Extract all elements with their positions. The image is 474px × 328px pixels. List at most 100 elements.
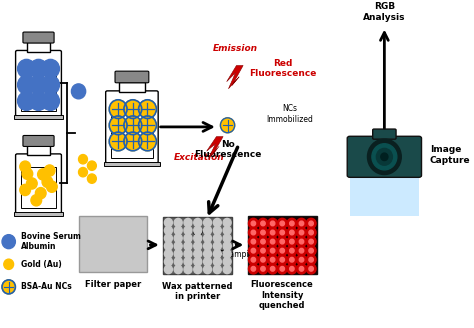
Ellipse shape bbox=[299, 239, 304, 244]
Text: Bovine Serum
Albumin: Bovine Serum Albumin bbox=[21, 232, 81, 251]
Ellipse shape bbox=[72, 84, 86, 99]
Ellipse shape bbox=[29, 75, 47, 94]
Ellipse shape bbox=[306, 264, 316, 274]
Ellipse shape bbox=[223, 250, 231, 258]
Ellipse shape bbox=[268, 227, 277, 238]
Ellipse shape bbox=[280, 248, 284, 253]
Ellipse shape bbox=[164, 242, 173, 250]
Ellipse shape bbox=[37, 169, 48, 180]
Ellipse shape bbox=[4, 259, 14, 269]
Bar bbox=[27, 42, 50, 52]
Ellipse shape bbox=[306, 255, 316, 265]
Ellipse shape bbox=[138, 100, 156, 118]
Ellipse shape bbox=[287, 218, 297, 229]
Ellipse shape bbox=[203, 226, 211, 235]
FancyBboxPatch shape bbox=[16, 51, 62, 116]
Ellipse shape bbox=[297, 227, 306, 238]
Ellipse shape bbox=[213, 250, 221, 258]
Ellipse shape bbox=[194, 218, 202, 227]
Ellipse shape bbox=[18, 59, 36, 78]
Ellipse shape bbox=[164, 265, 173, 274]
Ellipse shape bbox=[280, 239, 284, 244]
Ellipse shape bbox=[20, 184, 30, 195]
Bar bbox=[21, 167, 56, 208]
Ellipse shape bbox=[174, 234, 182, 242]
Ellipse shape bbox=[46, 181, 57, 192]
Ellipse shape bbox=[79, 168, 87, 177]
Ellipse shape bbox=[270, 221, 275, 226]
Ellipse shape bbox=[287, 227, 297, 238]
Ellipse shape bbox=[29, 92, 47, 111]
Ellipse shape bbox=[251, 221, 255, 226]
Text: Rifampicin: Rifampicin bbox=[219, 250, 260, 259]
Ellipse shape bbox=[194, 250, 202, 258]
Bar bbox=[14, 212, 63, 215]
Ellipse shape bbox=[290, 230, 294, 235]
Ellipse shape bbox=[277, 255, 287, 265]
Ellipse shape bbox=[248, 264, 258, 274]
Ellipse shape bbox=[258, 236, 268, 247]
Ellipse shape bbox=[223, 265, 231, 274]
Ellipse shape bbox=[270, 239, 275, 244]
Ellipse shape bbox=[124, 132, 142, 151]
Bar bbox=[14, 115, 63, 119]
Ellipse shape bbox=[268, 236, 277, 247]
Bar bbox=[104, 162, 160, 166]
Bar bbox=[27, 146, 50, 155]
Ellipse shape bbox=[18, 92, 36, 111]
Ellipse shape bbox=[277, 218, 287, 229]
Ellipse shape bbox=[194, 265, 202, 274]
FancyBboxPatch shape bbox=[23, 135, 54, 147]
Ellipse shape bbox=[251, 239, 255, 244]
Ellipse shape bbox=[203, 218, 211, 227]
Ellipse shape bbox=[42, 75, 59, 94]
Ellipse shape bbox=[109, 100, 127, 118]
Ellipse shape bbox=[299, 266, 304, 271]
Ellipse shape bbox=[22, 168, 33, 179]
Ellipse shape bbox=[277, 236, 287, 247]
Ellipse shape bbox=[290, 221, 294, 226]
Ellipse shape bbox=[174, 265, 182, 274]
Ellipse shape bbox=[213, 242, 221, 250]
FancyBboxPatch shape bbox=[373, 129, 396, 139]
Ellipse shape bbox=[309, 230, 313, 235]
Ellipse shape bbox=[261, 230, 265, 235]
Ellipse shape bbox=[109, 116, 127, 134]
Ellipse shape bbox=[287, 246, 297, 256]
Ellipse shape bbox=[79, 154, 87, 164]
Ellipse shape bbox=[290, 257, 294, 262]
FancyBboxPatch shape bbox=[347, 136, 421, 177]
Ellipse shape bbox=[309, 266, 313, 271]
Ellipse shape bbox=[203, 250, 211, 258]
Ellipse shape bbox=[20, 161, 30, 172]
Ellipse shape bbox=[27, 178, 37, 189]
Ellipse shape bbox=[213, 257, 221, 266]
FancyBboxPatch shape bbox=[23, 32, 54, 43]
Bar bbox=[21, 66, 56, 111]
Ellipse shape bbox=[29, 59, 47, 78]
Ellipse shape bbox=[194, 226, 202, 235]
Ellipse shape bbox=[309, 221, 313, 226]
Ellipse shape bbox=[223, 257, 231, 266]
Ellipse shape bbox=[164, 234, 173, 242]
Polygon shape bbox=[207, 136, 223, 158]
Text: Red
Fluorescence: Red Fluorescence bbox=[249, 59, 317, 78]
Ellipse shape bbox=[174, 226, 182, 235]
Ellipse shape bbox=[174, 218, 182, 227]
Ellipse shape bbox=[164, 218, 173, 227]
Ellipse shape bbox=[164, 257, 173, 266]
Bar bbox=[350, 175, 419, 216]
Ellipse shape bbox=[299, 221, 304, 226]
Ellipse shape bbox=[280, 230, 284, 235]
Ellipse shape bbox=[306, 227, 316, 238]
Ellipse shape bbox=[220, 118, 235, 133]
Ellipse shape bbox=[251, 266, 255, 271]
Ellipse shape bbox=[261, 239, 265, 244]
Ellipse shape bbox=[194, 242, 202, 250]
Ellipse shape bbox=[299, 257, 304, 262]
Polygon shape bbox=[227, 66, 243, 89]
Ellipse shape bbox=[2, 235, 15, 249]
Ellipse shape bbox=[268, 246, 277, 256]
Ellipse shape bbox=[213, 218, 221, 227]
Ellipse shape bbox=[223, 234, 231, 242]
